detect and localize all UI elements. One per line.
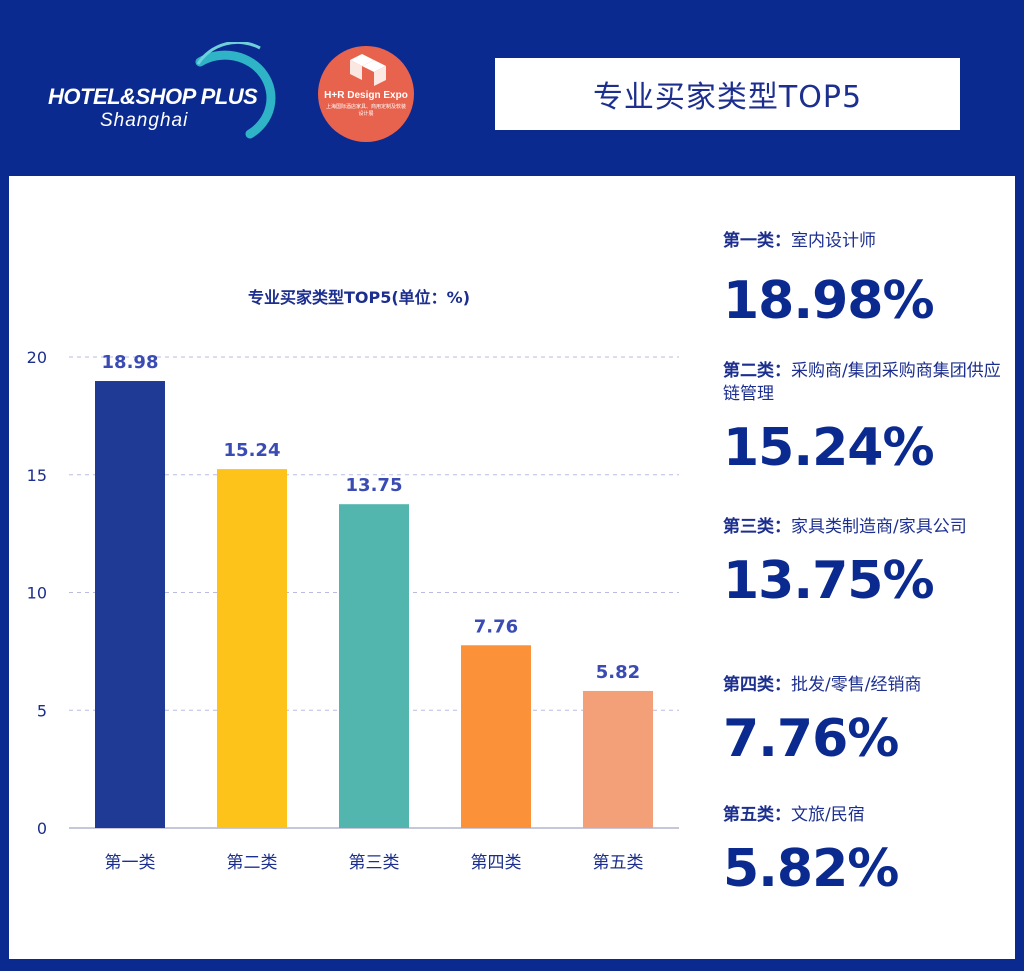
summary-item-2: 第二类：采购商/集团采购商集团供应链管理 15.24% bbox=[723, 360, 1007, 476]
summary-value: 15.24% bbox=[723, 418, 935, 478]
summary-value: 5.82% bbox=[723, 839, 899, 899]
summary-prefix: 第五类： bbox=[723, 805, 791, 825]
summary-item-5: 第五类：文旅/民宿 5.82% bbox=[723, 804, 1023, 897]
summary-label: 室内设计师 bbox=[791, 231, 876, 251]
chart-title: 专业买家类型TOP5(单位：%) bbox=[247, 288, 471, 307]
title-box: 专业买家类型TOP5 bbox=[495, 58, 960, 130]
summary-label: 批发/零售/经销商 bbox=[791, 675, 922, 695]
summary-item-1: 第一类：室内设计师 18.98% bbox=[723, 230, 1023, 329]
summary-value: 18.98% bbox=[723, 271, 935, 331]
bar-4 bbox=[461, 645, 531, 828]
hr-design-expo-logo: H+R Design Expo 上海国际酒店家具、商用定制及软装设计展 bbox=[318, 46, 414, 142]
category-label: 第三类 bbox=[348, 853, 400, 873]
content-panel: 专业买家类型TOP5(单位：%) 0 5 10 15 20 18.98 15.24 13.75… bbox=[9, 176, 1015, 959]
summary-label: 家具类制造商/家具公司 bbox=[791, 517, 967, 537]
summary-item-4: 第四类：批发/零售/经销商 7.76% bbox=[723, 674, 1023, 767]
y-tick-label: 15 bbox=[27, 466, 47, 485]
summary-value: 13.75% bbox=[723, 551, 935, 611]
logo-title: HOTEL&SHOP PLUS bbox=[48, 84, 258, 109]
header: HOTEL&SHOP PLUS Shanghai H+R Design Expo… bbox=[0, 0, 1024, 175]
hotel-shop-plus-logo: HOTEL&SHOP PLUS Shanghai bbox=[40, 42, 300, 142]
y-tick-label: 20 bbox=[27, 348, 47, 367]
bar-2 bbox=[217, 469, 287, 828]
cube-icon bbox=[350, 54, 386, 86]
data-label: 18.98 bbox=[102, 352, 159, 373]
bar-3 bbox=[339, 504, 409, 828]
summary-prefix: 第三类： bbox=[723, 517, 791, 537]
expo-name: H+R Design Expo bbox=[324, 90, 408, 101]
category-label: 第五类 bbox=[592, 853, 644, 873]
bar-chart: 0 5 10 15 20 18.98 15.24 13.75 7.76 5.82 bbox=[27, 348, 679, 838]
category-label: 第二类 bbox=[226, 853, 278, 873]
data-label: 7.76 bbox=[474, 616, 518, 637]
logo-ring-icon bbox=[195, 42, 276, 139]
y-tick-label: 5 bbox=[37, 701, 47, 720]
data-label: 15.24 bbox=[224, 440, 281, 461]
y-tick-label: 0 bbox=[37, 819, 47, 838]
summary-value: 7.76% bbox=[723, 709, 899, 769]
data-label: 13.75 bbox=[346, 475, 403, 496]
logo-subtitle: Shanghai bbox=[100, 110, 189, 131]
summary-label: 文旅/民宿 bbox=[791, 805, 865, 825]
summary-prefix: 第二类： bbox=[723, 361, 791, 381]
summary-label: 采购商/集团采购商集团供应链管理 bbox=[723, 361, 1001, 404]
category-label: 第一类 bbox=[104, 853, 156, 873]
bar-5 bbox=[583, 690, 653, 828]
expo-subtitle: 上海国际酒店家具、商用定制及软装设计展 bbox=[326, 104, 407, 117]
summary-item-3: 第三类：家具类制造商/家具公司 13.75% bbox=[723, 516, 1007, 609]
data-label: 5.82 bbox=[596, 662, 640, 683]
summary-prefix: 第四类： bbox=[723, 675, 791, 695]
category-label: 第四类 bbox=[470, 853, 522, 873]
y-tick-label: 10 bbox=[27, 584, 47, 603]
page-title: 专业买家类型TOP5 bbox=[592, 80, 863, 115]
bar-1 bbox=[95, 381, 165, 828]
summary-prefix: 第一类： bbox=[723, 231, 791, 251]
